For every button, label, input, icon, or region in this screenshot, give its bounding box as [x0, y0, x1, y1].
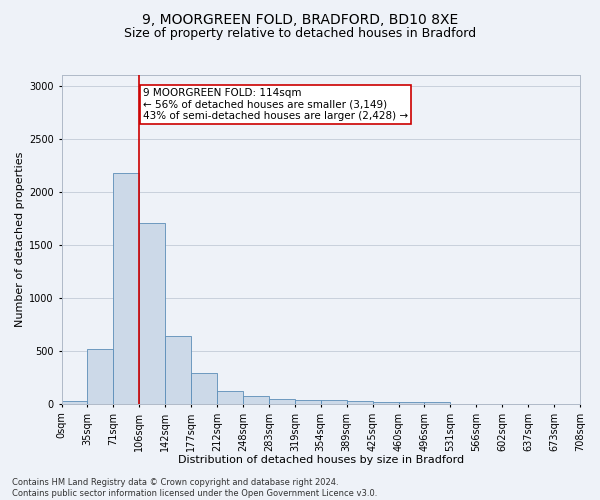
- Text: 9, MOORGREEN FOLD, BRADFORD, BD10 8XE: 9, MOORGREEN FOLD, BRADFORD, BD10 8XE: [142, 12, 458, 26]
- Bar: [398, 402, 424, 404]
- Bar: [243, 396, 269, 404]
- Text: Contains HM Land Registry data © Crown copyright and database right 2024.
Contai: Contains HM Land Registry data © Crown c…: [12, 478, 377, 498]
- Bar: [295, 400, 321, 404]
- Text: Size of property relative to detached houses in Bradford: Size of property relative to detached ho…: [124, 28, 476, 40]
- Bar: [139, 224, 165, 404]
- Bar: [321, 400, 347, 404]
- Bar: [217, 390, 243, 404]
- Bar: [62, 400, 88, 404]
- Bar: [191, 373, 217, 404]
- Y-axis label: Number of detached properties: Number of detached properties: [15, 152, 25, 327]
- Bar: [373, 402, 398, 404]
- Bar: [113, 172, 139, 404]
- Bar: [88, 348, 113, 404]
- Bar: [165, 336, 191, 404]
- Bar: [269, 399, 295, 404]
- X-axis label: Distribution of detached houses by size in Bradford: Distribution of detached houses by size …: [178, 455, 464, 465]
- Text: 9 MOORGREEN FOLD: 114sqm
← 56% of detached houses are smaller (3,149)
43% of sem: 9 MOORGREEN FOLD: 114sqm ← 56% of detach…: [143, 88, 409, 121]
- Bar: [347, 401, 373, 404]
- Bar: [424, 402, 451, 404]
